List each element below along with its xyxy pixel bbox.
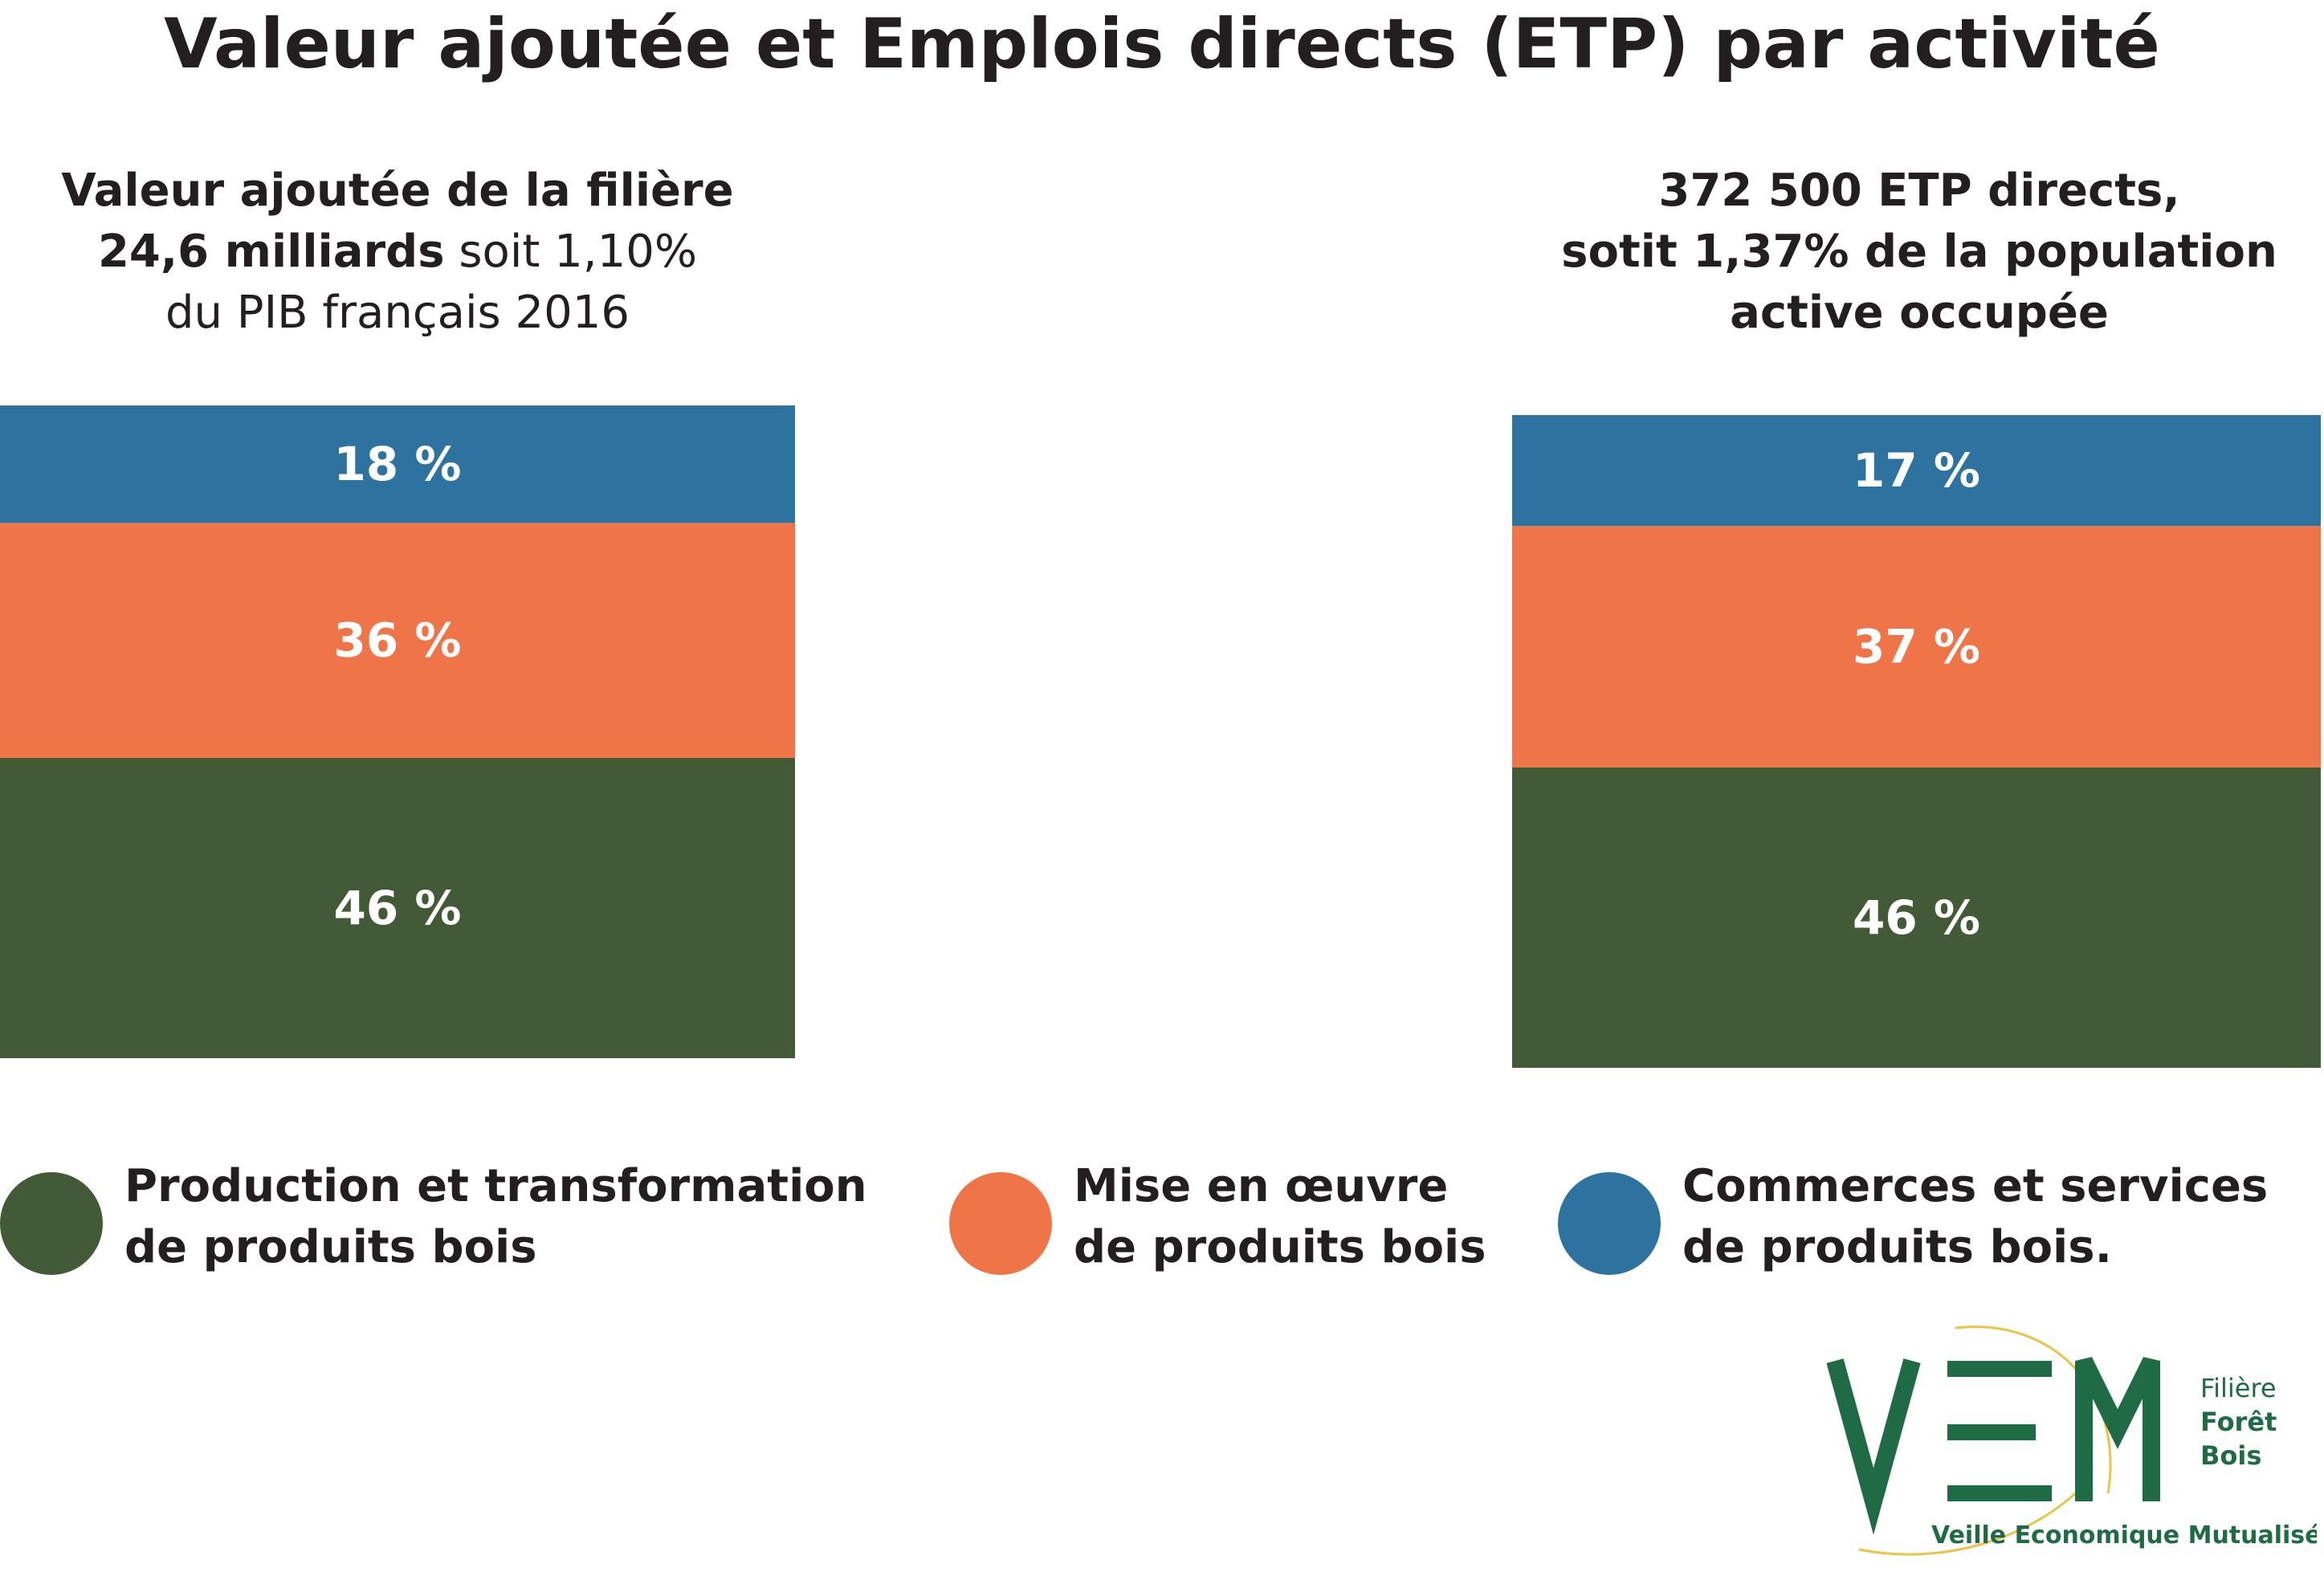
vem-logo: Filière Forêt Bois Veille Economique Mut… (1826, 1326, 2317, 1556)
legend-label-commerces-line2: de produits bois. (1682, 1221, 2112, 1273)
legend-label-mise-en-oeuvre-line2: de produits bois (1074, 1221, 1486, 1273)
logo-tagline: Veille Economique Mutualisée (1931, 1521, 2317, 1550)
logo-side-1: Filière (2200, 1373, 2277, 1403)
bar-segment-commerces-chart2 (1512, 415, 2321, 527)
value-added-amount: 24,6 milliards (97, 226, 445, 278)
data-label-commerces-chart2: 17 % (1853, 443, 1980, 498)
logo-letter-e (1947, 1361, 2052, 1501)
legend-label-mise-en-oeuvre-line1: Mise en œuvre (1074, 1160, 1449, 1212)
logo-letter-v (1826, 1358, 1921, 1535)
logo-accent-arc-2 (1858, 1484, 2085, 1556)
left-header-line3: du PIB français 2016 (165, 287, 630, 339)
legend-dot-commerces (1558, 1172, 1661, 1275)
data-label-mise-en-oeuvre-chart1: 36 % (333, 613, 461, 668)
data-label-production-chart2: 46 % (1853, 890, 1980, 945)
right-header-line2: sotit 1,37% de la population (1561, 226, 2277, 278)
left-header-line2: 24,6 milliards soit 1,10% (0, 222, 795, 283)
legend-label-commerces-line1: Commerces et services (1682, 1160, 2269, 1212)
data-label-production-chart1: 46 % (333, 881, 461, 935)
left-header-line1: Valeur ajoutée de la filière (61, 165, 734, 217)
bar-segment-mise-en-oeuvre-chart2 (1512, 526, 2321, 768)
page-title: Valeur ajoutée et Emplois directs (ETP) … (164, 4, 2160, 84)
bar-segment-production-chart2 (1512, 768, 2321, 1068)
legend-dot-mise-en-oeuvre (949, 1172, 1052, 1275)
legend-dot-production (0, 1172, 103, 1275)
data-label-mise-en-oeuvre-chart2: 37 % (1853, 620, 1980, 674)
right-header-line3: active occupée (1730, 287, 2109, 339)
left-chart-header: Valeur ajoutée de la filière 24,6 millia… (0, 161, 795, 344)
bar-segment-commerces-chart1 (0, 405, 795, 523)
data-label-commerces-chart1: 18 % (333, 437, 461, 491)
logo-letter-m (2075, 1357, 2160, 1501)
logo-side-2: Forêt (2200, 1407, 2277, 1437)
bar-segment-mise-en-oeuvre-chart1 (0, 523, 795, 759)
bar-segment-production-chart1 (0, 758, 795, 1058)
value-added-share: soit 1,10% (444, 226, 698, 278)
legend-label-production-line2: de produits bois (124, 1221, 537, 1273)
logo-side-3: Bois (2200, 1440, 2261, 1471)
right-chart-header: 372 500 ETP directs, sotit 1,37% de la p… (1518, 161, 2321, 344)
right-header-line1: 372 500 ETP directs, (1658, 165, 2180, 217)
legend-label-production-line1: Production et transformation (124, 1160, 867, 1212)
